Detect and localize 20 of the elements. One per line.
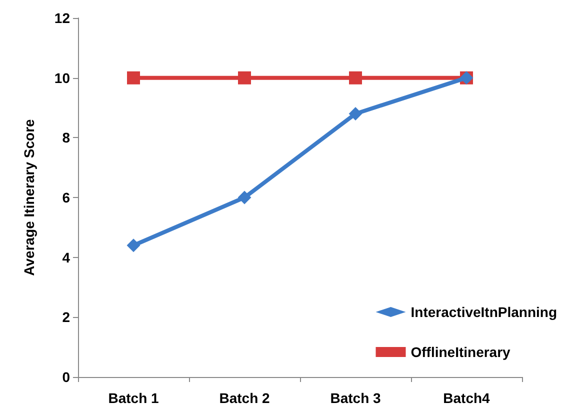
legend-label: InteractiveItnPlanning [410,304,557,320]
y-tick-label: 2 [62,309,70,326]
x-tick-label: Batch 2 [219,390,270,406]
point [349,71,362,84]
x-tick-label: Batch4 [443,390,490,406]
y-tick-label: 0 [62,369,70,385]
y-tick-label: 8 [62,130,70,146]
point [238,71,251,84]
y-axis-title: Average Itinerary Score [21,118,37,276]
y-tick-label: 10 [54,70,70,86]
y-tick-label: 12 [54,10,70,26]
point [349,107,362,120]
x-tick-label: Batch 1 [108,390,159,406]
legend-label: OfflineItinerary [410,344,511,360]
point [127,238,140,252]
point [238,191,251,204]
point [127,71,140,84]
x-tick-label: Batch 3 [330,390,381,406]
y-tick-label: 4 [62,249,70,266]
y-tick-label: 6 [62,190,70,206]
